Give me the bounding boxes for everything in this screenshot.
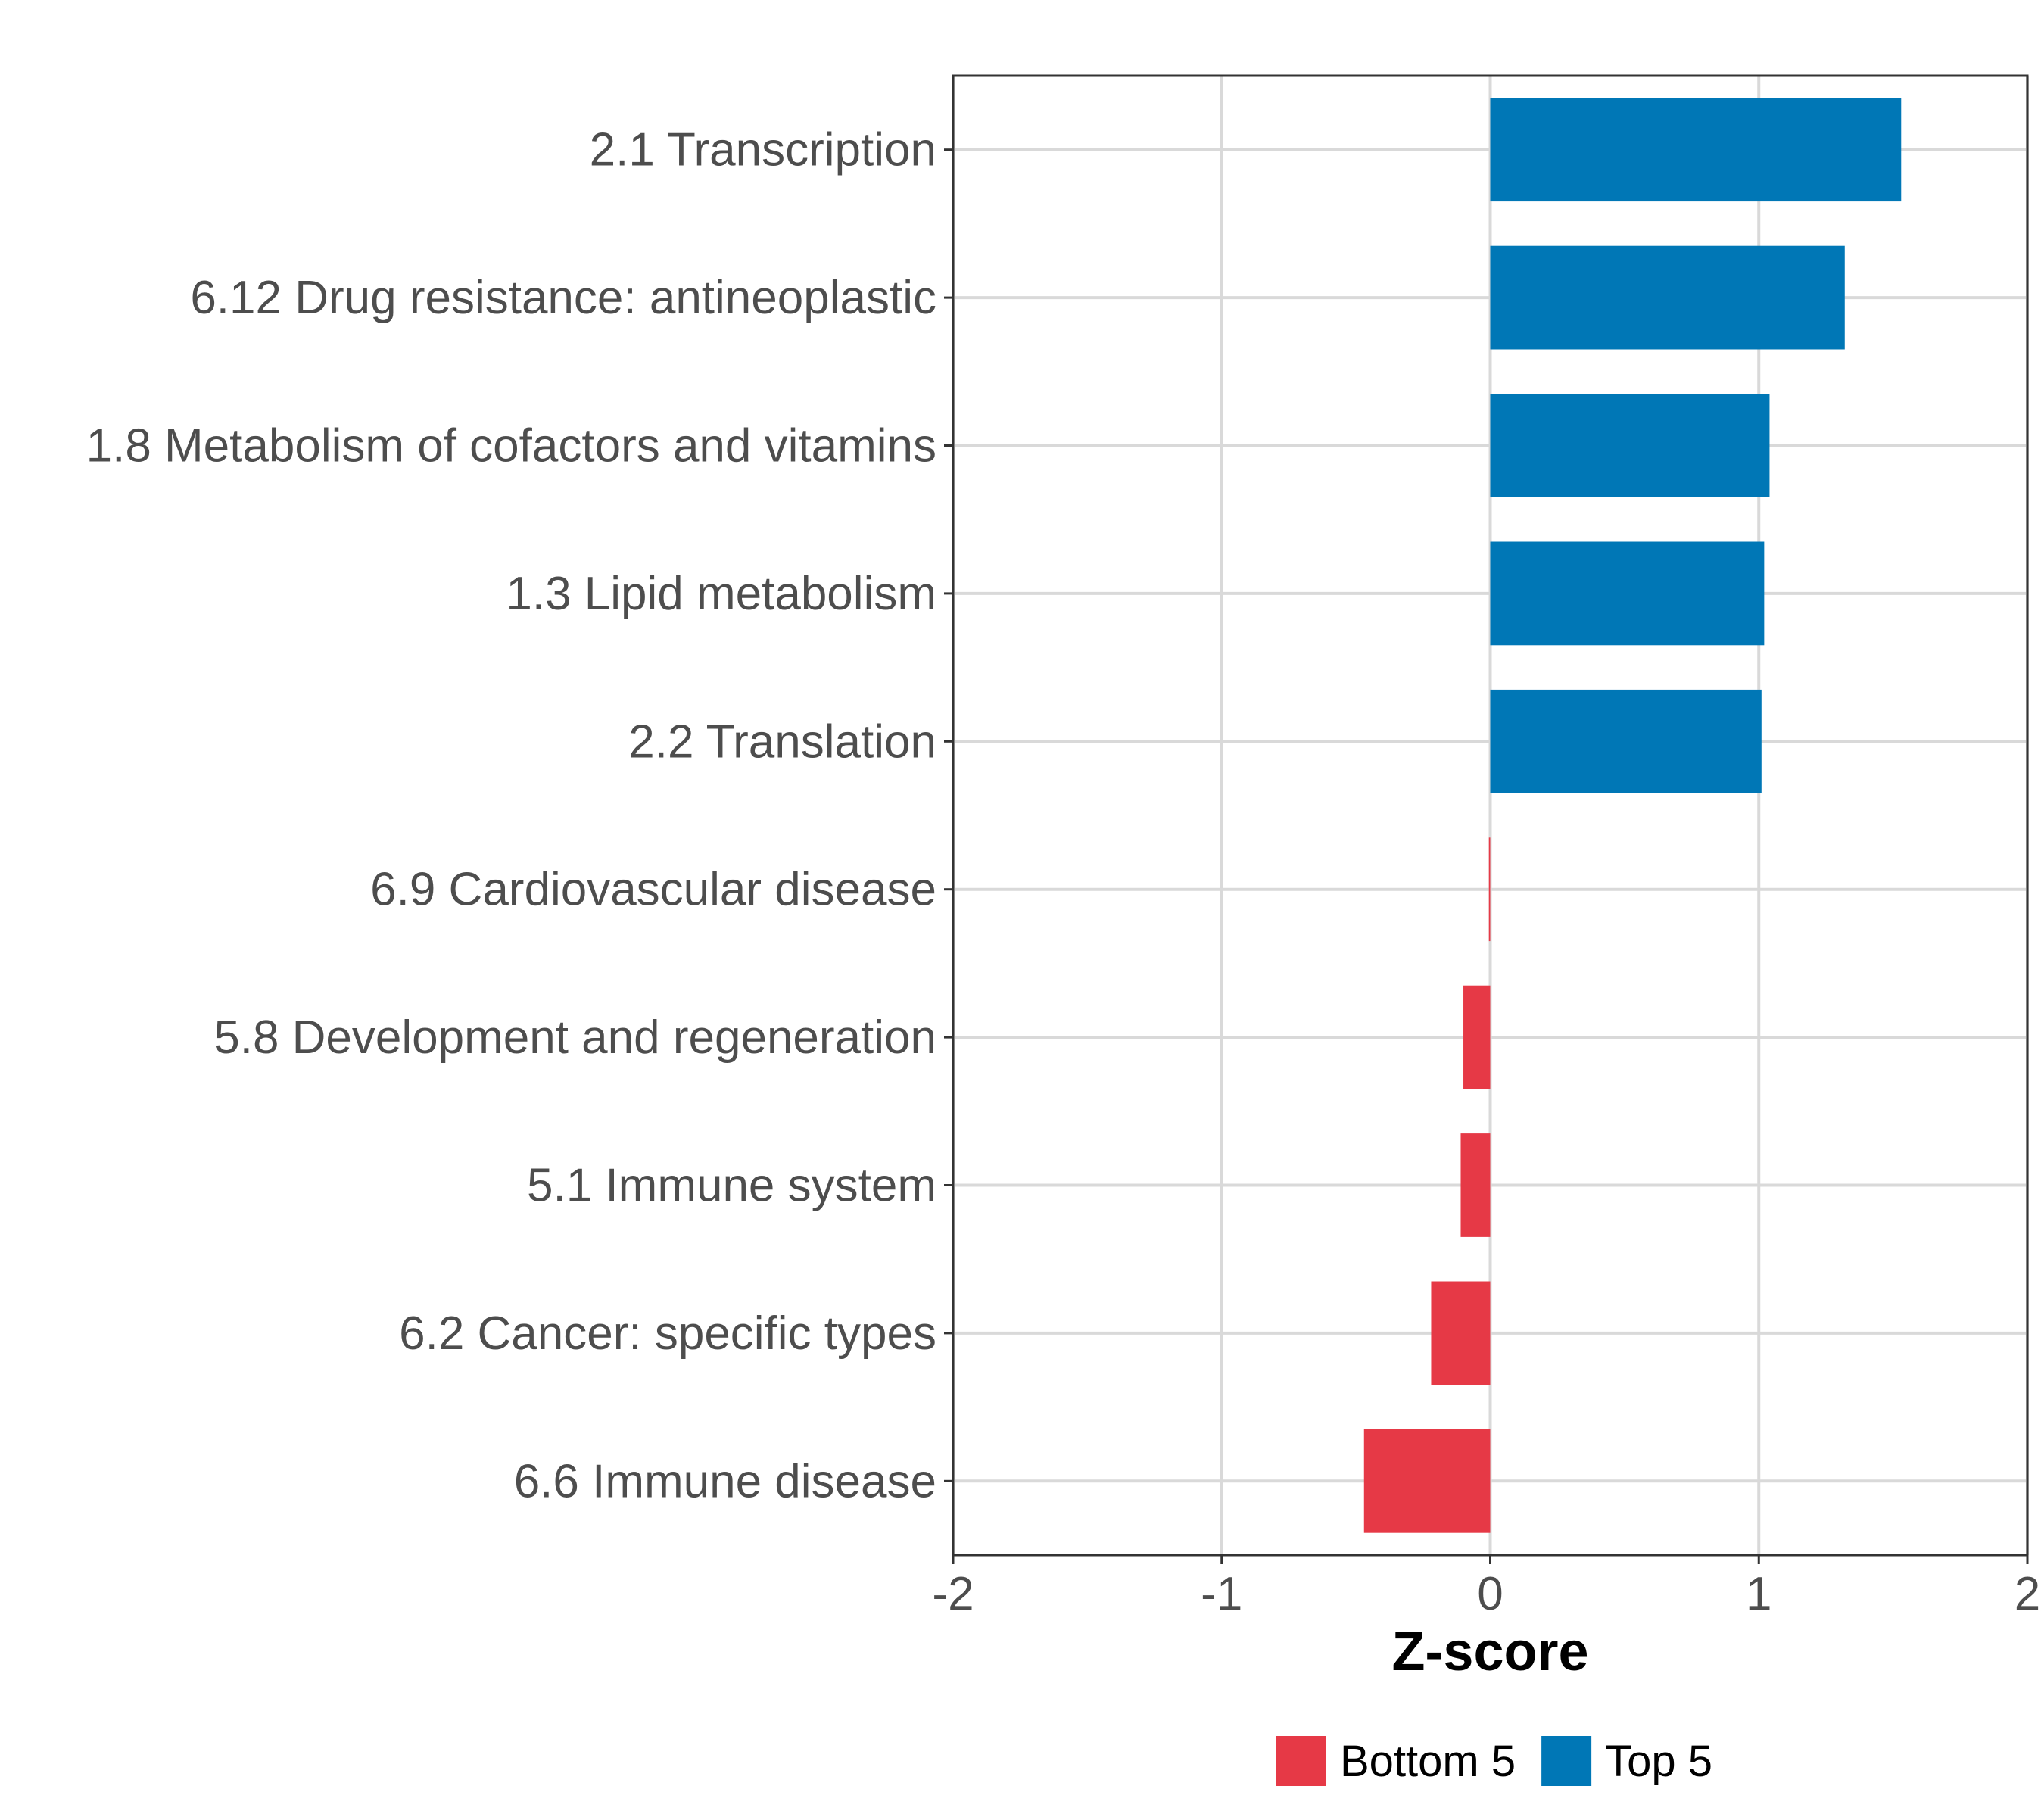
legend-label-2: Top 5	[1605, 1737, 1712, 1786]
bar-2	[1490, 245, 1845, 350]
bar-7	[1463, 985, 1491, 1089]
y-tick-label: 6.9 Cardiovascular disease	[370, 864, 936, 916]
legend-key-1	[1276, 1736, 1326, 1786]
y-tick-label: 6.2 Cancer: specific types	[399, 1307, 936, 1360]
legend-label-1: Bottom 5	[1340, 1737, 1516, 1786]
x-tick-label: -2	[932, 1568, 974, 1620]
y-axis: 2.1 Transcription 6.12 Drug resistance: a…	[86, 124, 953, 1507]
x-tick-label: 0	[1477, 1568, 1503, 1620]
y-tick-label: 2.1 Transcription	[590, 124, 936, 176]
bar-6	[1488, 837, 1491, 942]
x-axis: -2 -1 0 1 2	[932, 1555, 2040, 1620]
y-tick-label: 5.1 Immune system	[527, 1160, 936, 1212]
bar-1	[1490, 98, 1902, 202]
y-tick-label: 1.8 Metabolism of cofactors and vitamins	[86, 420, 936, 472]
legend-key-2	[1541, 1736, 1592, 1786]
y-tick-label: 6.12 Drug resistance: antineoplastic	[190, 272, 936, 324]
bar-10	[1363, 1429, 1491, 1533]
legend: Bottom 5 Top 5	[1276, 1736, 1712, 1786]
y-tick-label: 1.3 Lipid metabolism	[506, 568, 936, 620]
bar-8	[1460, 1133, 1491, 1237]
bar-3	[1490, 394, 1770, 497]
bar-5	[1490, 689, 1762, 793]
y-tick-label: 2.2 Translation	[628, 715, 936, 768]
x-axis-title: Z-score	[1391, 1622, 1588, 1682]
bar-4	[1490, 541, 1765, 646]
y-tick-label: 5.8 Development and regeneration	[213, 1011, 936, 1064]
bar-9	[1431, 1281, 1491, 1385]
x-tick-label: -1	[1201, 1568, 1242, 1620]
x-tick-label: 2	[2014, 1568, 2040, 1620]
bars	[1363, 98, 1902, 1533]
x-tick-label: 1	[1746, 1568, 1771, 1620]
y-tick-label: 6.6 Immune disease	[514, 1455, 936, 1507]
